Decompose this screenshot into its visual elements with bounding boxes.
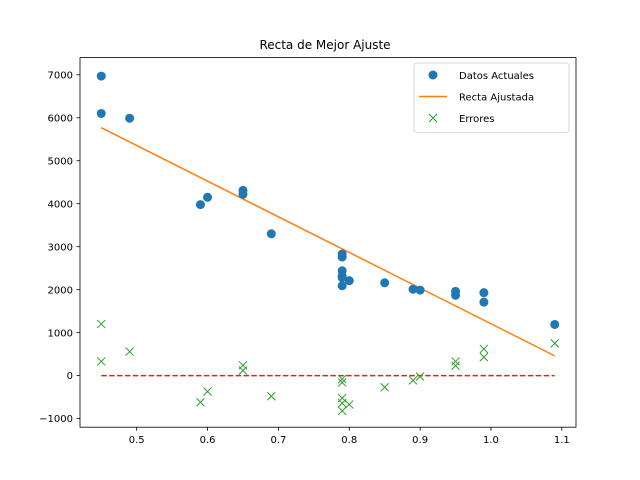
datos-actuales-point bbox=[550, 319, 560, 329]
errores-point bbox=[96, 357, 106, 366]
legend: Datos Actuales Recta Ajustada Errores bbox=[413, 62, 570, 133]
datos-actuales-point bbox=[125, 113, 135, 123]
errores-point bbox=[415, 372, 425, 381]
errores-point bbox=[479, 344, 489, 354]
datos-actuales-point bbox=[238, 189, 248, 199]
x-tick-label: 0.6 bbox=[200, 435, 216, 446]
datos-actuales-point bbox=[266, 229, 276, 239]
y-tick-label: 4000 bbox=[48, 199, 73, 210]
errores-point bbox=[96, 319, 106, 329]
errores-point bbox=[380, 382, 390, 392]
datos-actuales-point bbox=[203, 192, 213, 202]
axes-frame bbox=[79, 57, 577, 428]
y-tick-label: 2000 bbox=[48, 285, 73, 296]
datos-actuales-point bbox=[380, 278, 390, 288]
x-tick-label: 1.1 bbox=[554, 435, 570, 446]
y-tick-label: 7000 bbox=[48, 70, 73, 81]
legend-label-datos-actuales: Datos Actuales bbox=[459, 71, 534, 82]
errores-point bbox=[337, 406, 347, 416]
legend-box bbox=[413, 62, 570, 133]
y-tick-label: 3000 bbox=[48, 242, 73, 253]
legend-label-errores: Errores bbox=[459, 114, 495, 125]
y-tick-label: 6000 bbox=[48, 113, 73, 124]
plot-area bbox=[96, 71, 560, 416]
errores-point bbox=[408, 376, 418, 385]
errores-point bbox=[266, 391, 276, 401]
y-tick-label: 5000 bbox=[48, 156, 73, 167]
datos-actuales-point bbox=[337, 281, 347, 291]
datos-actuales-point bbox=[344, 276, 354, 286]
errores-point bbox=[337, 374, 347, 384]
errores-point bbox=[451, 357, 460, 366]
datos-actuales-point bbox=[479, 297, 489, 307]
x-tick-label: 0.7 bbox=[270, 435, 286, 446]
datos-actuales-point bbox=[195, 200, 205, 210]
errores-point bbox=[196, 397, 205, 407]
datos-actuales-point bbox=[96, 71, 106, 81]
errores-point bbox=[203, 387, 212, 396]
datos-actuales-point bbox=[479, 288, 489, 298]
datos-actuales-point bbox=[337, 273, 347, 283]
errores-point bbox=[550, 339, 560, 348]
chart-title: Recta de Mejor Ajuste bbox=[259, 38, 390, 52]
x-tick-label: 1.0 bbox=[483, 435, 499, 446]
x-tick-label: 0.9 bbox=[412, 435, 428, 446]
x-tick-label: 0.8 bbox=[341, 435, 357, 446]
legend-marker-errores bbox=[428, 113, 438, 123]
legend-marker-datos-actuales bbox=[428, 70, 438, 80]
legend-label-recta-ajustada: Recta Ajustada bbox=[459, 93, 534, 104]
errores-point bbox=[451, 361, 460, 371]
y-tick-label: 1000 bbox=[48, 328, 73, 339]
datos-actuales-point bbox=[415, 285, 425, 295]
x-tick-label: 0.5 bbox=[129, 435, 145, 446]
recta-ajustada-line bbox=[100, 126, 556, 357]
errores-point bbox=[125, 347, 134, 356]
y-tick-label: 0 bbox=[67, 371, 73, 382]
axes: 0.5 0.6 0.7 0.8 0.9 1.0 1.1 −1000 0 1000 2000 3000 4… bbox=[39, 57, 577, 446]
datos-actuales-point bbox=[408, 284, 418, 294]
errores-point bbox=[479, 352, 489, 362]
errores-point bbox=[337, 398, 347, 408]
datos-actuales-point bbox=[451, 290, 461, 300]
errores-point bbox=[337, 378, 347, 387]
datos-actuales-point bbox=[337, 252, 347, 262]
errores-point bbox=[344, 400, 354, 409]
datos-actuales-point bbox=[96, 108, 106, 118]
errores-point bbox=[238, 366, 248, 375]
y-tick-label: −1000 bbox=[39, 414, 73, 425]
